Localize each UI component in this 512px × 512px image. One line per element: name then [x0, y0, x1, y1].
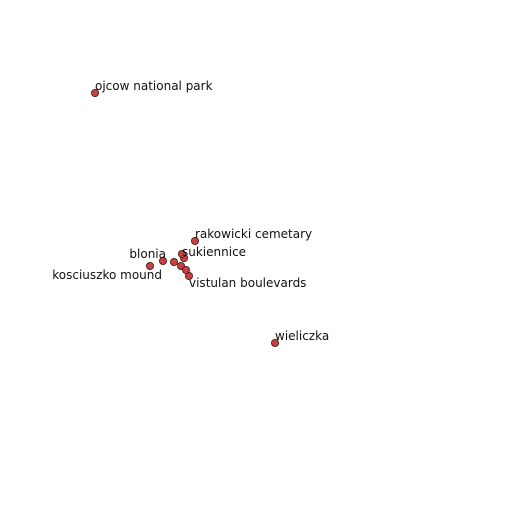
label-wieliczka: wieliczka: [275, 329, 329, 343]
marker-blonia[interactable]: [158, 256, 167, 265]
label-sukiennice: sukiennice: [182, 245, 246, 259]
marker-kosciuszko-mound[interactable]: [145, 261, 154, 270]
marker-layer: [91, 89, 279, 347]
marker-unlabeled-3[interactable]: [181, 265, 190, 274]
marker-rakowicki-cemetary[interactable]: [190, 236, 199, 245]
marker-unlabeled-4[interactable]: [177, 249, 186, 258]
marker-ojcow-national-park[interactable]: [91, 89, 100, 98]
label-layer: ojcow national park rakowicki cemetary b…: [52, 79, 329, 343]
label-blonia: blonia: [129, 247, 166, 261]
marker-wieliczka[interactable]: [270, 338, 279, 347]
marker-unlabeled-1[interactable]: [169, 257, 178, 266]
label-kosciuszko-mound: kosciuszko mound: [52, 268, 162, 282]
label-ojcow-national-park: ojcow national park: [95, 79, 213, 93]
label-vistulan-boulevards: vistulan boulevards: [189, 276, 306, 290]
label-rakowicki-cemetary: rakowicki cemetary: [195, 227, 312, 241]
